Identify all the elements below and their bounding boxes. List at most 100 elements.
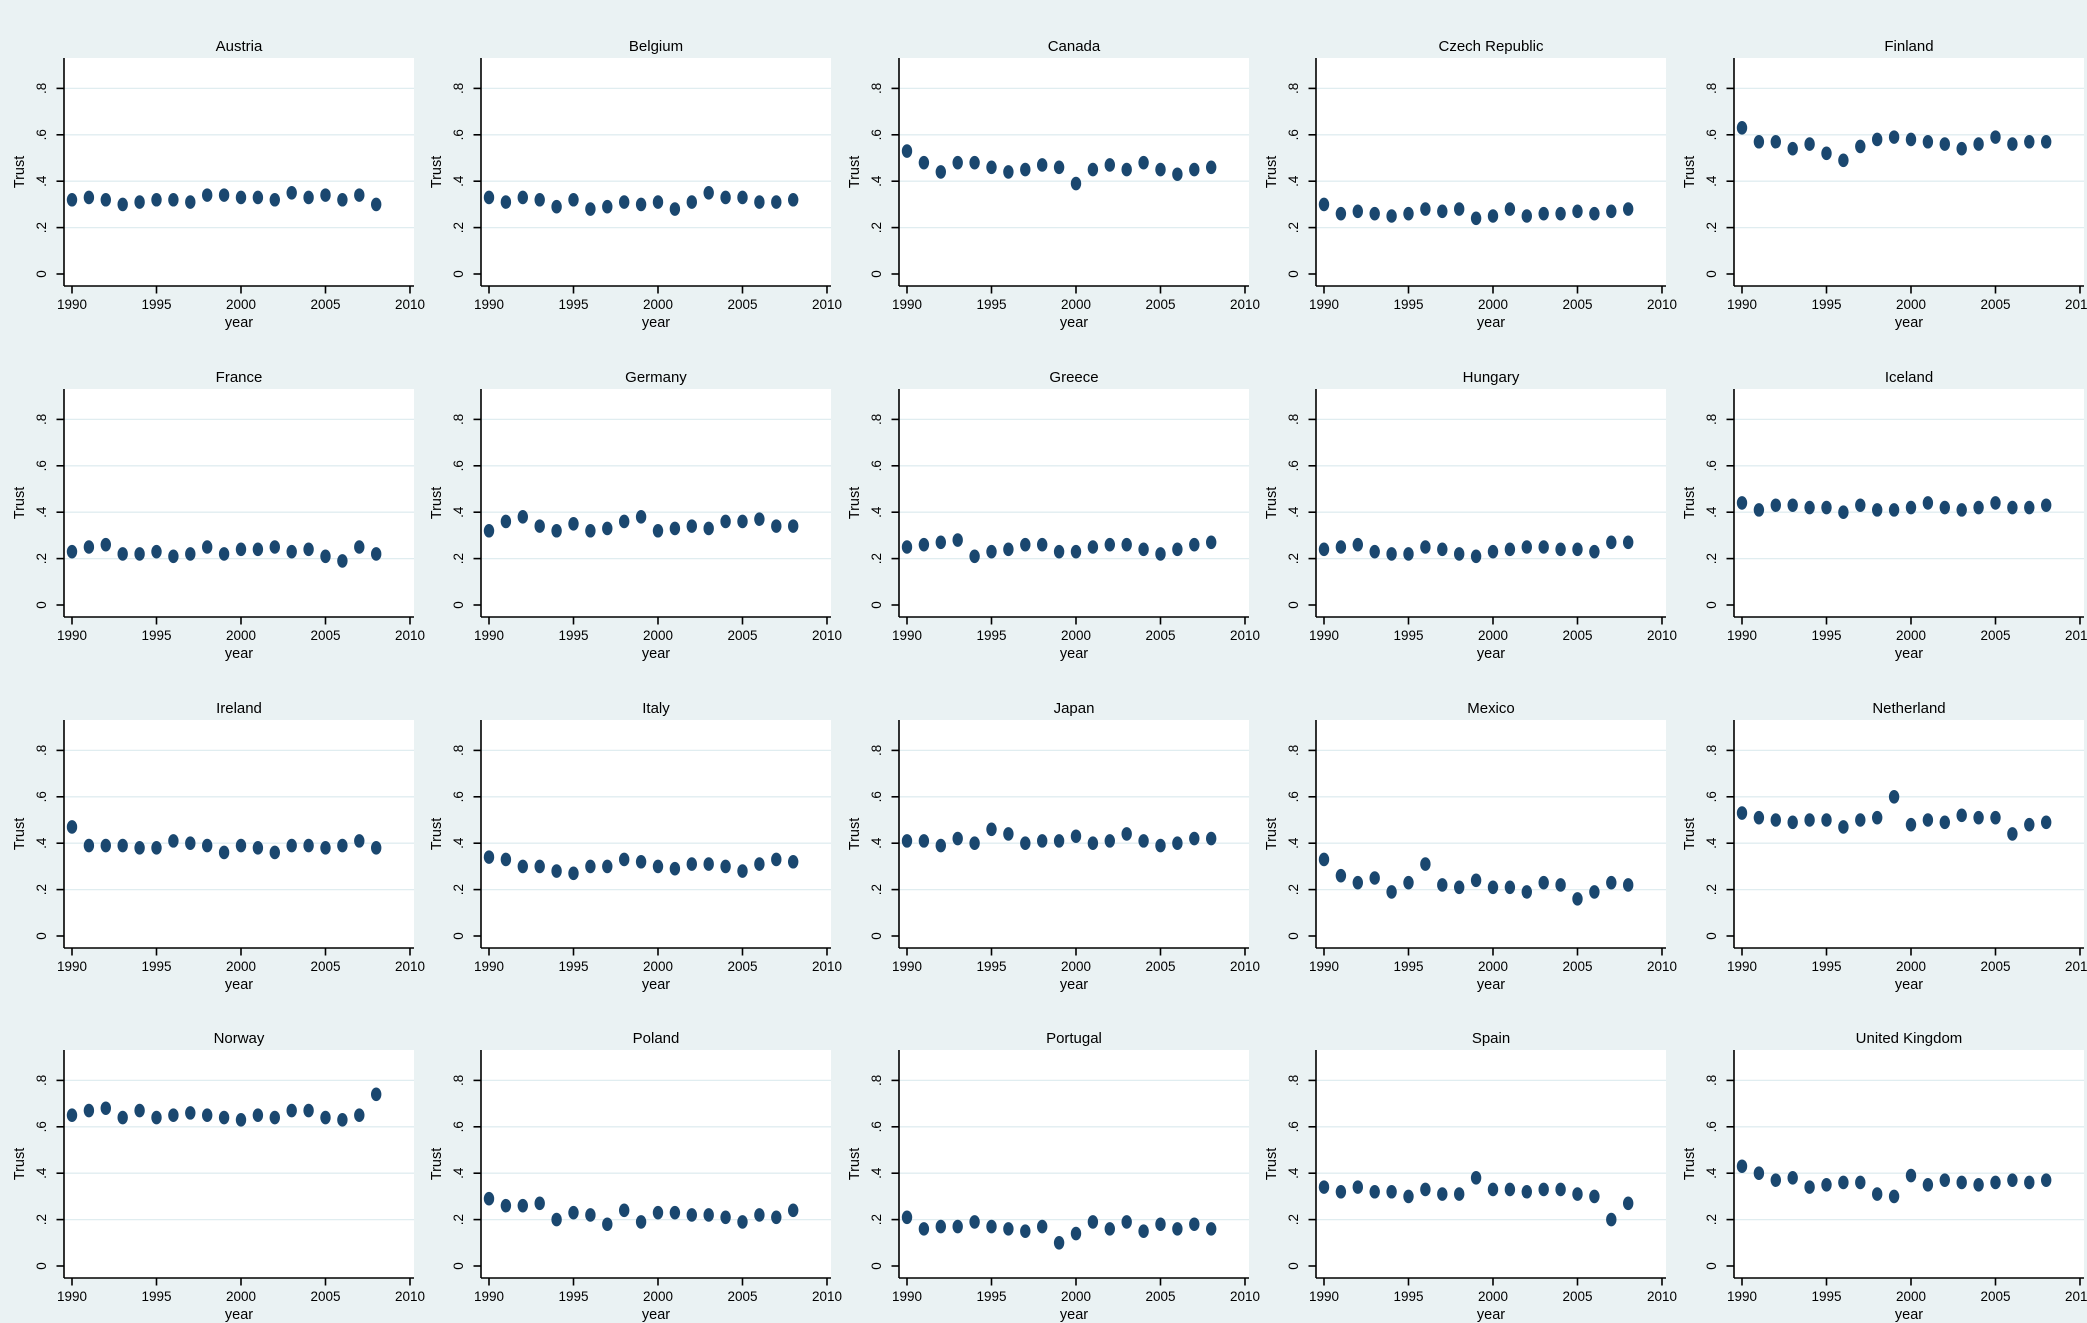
data-point — [1087, 162, 1098, 177]
y-tick-label: .8 — [869, 744, 884, 755]
x-tick-label: 1990 — [474, 1289, 504, 1304]
data-point — [969, 549, 980, 563]
data-point — [134, 840, 145, 855]
plot-area — [1733, 1050, 2084, 1279]
data-point — [370, 840, 382, 855]
data-point — [252, 542, 264, 556]
x-tick-label: 2000 — [1896, 1289, 1926, 1304]
data-point — [1318, 1180, 1330, 1195]
x-axis-title: year — [1060, 315, 1088, 331]
country-panel: Finland 0 .2 .4 .6 .8 Trust 1990 1995 2000 2005 201… — [1670, 0, 2087, 331]
data-point — [1956, 808, 1967, 822]
panel-title: Belgium — [629, 38, 683, 55]
data-point — [653, 1206, 664, 1220]
data-point — [218, 188, 230, 202]
data-point — [1318, 852, 1330, 866]
data-point — [1589, 544, 1600, 559]
country-panel: Italy 0 .2 .4 .6 .8 Trust 1990 1995 2000 2005 2010 y… — [417, 662, 842, 993]
plot-area — [63, 1050, 414, 1279]
data-point — [737, 1215, 749, 1229]
y-tick-label: .2 — [869, 222, 884, 233]
data-point — [1939, 815, 1950, 829]
plot-area — [481, 58, 832, 286]
data-point — [1989, 495, 2001, 510]
panel-title: Finland — [1884, 38, 1933, 55]
data-point — [952, 155, 963, 170]
data-point — [201, 188, 213, 202]
y-tick-label: .8 — [451, 1075, 466, 1086]
data-point — [670, 1206, 681, 1220]
y-tick-label: .4 — [1286, 837, 1301, 849]
y-tick-label: .4 — [451, 175, 466, 187]
x-tick-label: 1990 — [892, 628, 922, 643]
data-point — [1922, 495, 1933, 510]
data-point — [1736, 1159, 1747, 1174]
data-point — [354, 188, 365, 202]
data-point — [1420, 1182, 1431, 1197]
y-tick-label: 0 — [34, 270, 49, 278]
y-tick-label: .4 — [869, 506, 884, 518]
x-tick-label: 2010 — [395, 958, 425, 973]
data-point — [2040, 1173, 2051, 1188]
x-tick-label: 1995 — [1811, 297, 1841, 312]
country-panel: United Kingdom 0 .2 .4 .6 .8 Trust 1990 1995 2000… — [1670, 992, 2087, 1323]
y-tick-label: .6 — [869, 791, 884, 802]
data-point — [517, 509, 529, 524]
panel-title: Netherland — [1872, 700, 1945, 717]
data-point — [737, 514, 749, 529]
data-point — [2040, 498, 2051, 512]
x-tick-label: 1995 — [559, 1289, 589, 1304]
data-point — [303, 838, 314, 852]
data-point — [602, 1217, 613, 1232]
x-tick-label: 2010 — [812, 628, 842, 643]
x-tick-label: 1995 — [976, 297, 1006, 312]
x-tick-label: 2000 — [1896, 958, 1926, 973]
data-point — [670, 861, 681, 876]
data-point — [1736, 495, 1747, 510]
country-panel: Czech Republic 0 .2 .4 .6 .8 Trust 1990 1995 2000… — [1252, 0, 1677, 331]
data-point — [1888, 789, 1899, 804]
data-point — [1155, 162, 1166, 177]
data-point — [1922, 812, 1933, 827]
data-point — [737, 190, 749, 205]
data-points — [484, 849, 799, 880]
data-point — [1070, 544, 1081, 559]
x-tick-label: 2000 — [1061, 958, 1091, 973]
data-point — [1623, 1196, 1634, 1211]
x-tick-label: 2010 — [2065, 1289, 2087, 1304]
data-point — [303, 542, 314, 556]
plot-area — [898, 388, 1249, 617]
y-tick-label: .2 — [451, 553, 466, 564]
data-point — [1369, 206, 1381, 221]
data-point — [151, 840, 162, 855]
data-point — [1386, 209, 1397, 223]
plot-area — [1733, 58, 2084, 286]
x-tick-label: 1990 — [57, 628, 87, 643]
x-tick-label: 2005 — [1145, 1289, 1175, 1304]
data-point — [1386, 1185, 1397, 1199]
y-axis-title: Trust — [1264, 817, 1280, 849]
data-point — [1572, 542, 1583, 556]
data-point — [986, 544, 997, 559]
scatter-plot: Finland 0 .2 .4 .6 .8 Trust 1990 1995 2000 2005 201… — [1682, 38, 2087, 331]
data-point — [670, 202, 681, 216]
data-point — [286, 1104, 297, 1118]
y-tick-label: .4 — [869, 175, 884, 187]
data-point — [1171, 1222, 1183, 1236]
data-point — [117, 546, 128, 561]
data-point — [100, 192, 111, 207]
data-point — [1019, 162, 1031, 177]
data-point — [134, 195, 145, 209]
data-point — [1437, 877, 1448, 892]
data-point — [1572, 204, 1583, 219]
y-axis-title: Trust — [1682, 156, 1698, 188]
data-point — [1087, 1215, 1098, 1229]
data-point — [1403, 875, 1414, 889]
plot-area — [1316, 58, 1667, 286]
y-axis-title: Trust — [847, 1148, 863, 1180]
data-points — [901, 1210, 1217, 1250]
data-point — [501, 852, 512, 866]
y-tick-label: .2 — [1286, 1214, 1301, 1225]
plot-area — [1316, 1050, 1667, 1279]
data-point — [771, 519, 782, 533]
